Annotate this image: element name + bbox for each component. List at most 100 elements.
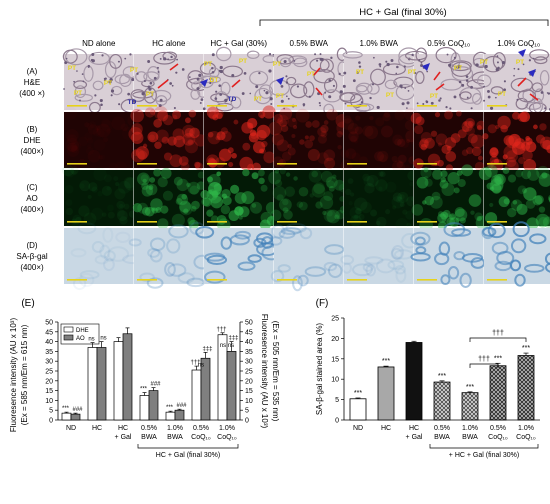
f-bracket-label-2: †††	[492, 330, 504, 337]
micrograph-grid: (A) H&E (400 ×) (B) DHE (400×) (C) AO (400×) (D) S…	[16, 46, 550, 292]
f-ytick-3: 15	[331, 356, 339, 363]
row-mag-3: (400×)	[20, 263, 44, 272]
e-subannotation-5: ns	[198, 362, 204, 368]
e-ytick-left-3: 15	[45, 388, 53, 395]
e-ytick-right-2: 10	[245, 398, 253, 405]
row-letter-2: (C)	[26, 183, 37, 192]
micrograph-ao-3	[268, 168, 348, 226]
row-letter-3: (D)	[26, 241, 37, 250]
micrograph-sagal-0	[64, 222, 144, 291]
he-label-7: PT	[239, 58, 247, 65]
e-legend-label-dhe: DHE	[76, 328, 89, 334]
row-mag-1: (400×)	[20, 147, 44, 156]
column-label-2: HC + Gal (30%)	[210, 39, 267, 48]
e-annotation-1-0: ###	[72, 407, 83, 413]
row-letter-0: (A)	[27, 67, 38, 76]
micrograph-sagal-2	[195, 226, 282, 284]
e-ytick-left-7: 35	[45, 349, 53, 356]
e-bar-dhe-5	[191, 369, 202, 421]
row-letter-1: (B)	[27, 125, 38, 134]
e-xtick-4-a: 1.0%	[167, 425, 183, 432]
e-ytick-left-6: 30	[45, 359, 53, 366]
e-xtick-2-a: HC	[118, 425, 128, 432]
f-group-bracket	[429, 444, 539, 449]
panel-letter-e: (E)	[21, 298, 34, 309]
e-bar-ao-0	[70, 413, 81, 421]
he-label-18: PT	[430, 93, 438, 100]
f-bar-0	[349, 398, 367, 421]
f-xtick-5-a: 0.5%	[490, 425, 506, 432]
e-ytick-right-8: 40	[245, 339, 253, 346]
e-ytick-right-0: 0	[245, 418, 249, 425]
e-bar-dhe-0	[61, 412, 72, 421]
micrograph-ao-4	[344, 170, 418, 231]
panel-letter-f: (F)	[316, 298, 329, 309]
e-annotation-0-0: ***	[62, 406, 70, 412]
e-xtick-5-a: 0.5%	[193, 425, 209, 432]
micrograph-dhe-2	[204, 105, 276, 172]
micrograph-he-3	[268, 47, 348, 116]
micrograph-ao-5	[411, 164, 490, 232]
e-bar-ao-6	[226, 351, 237, 421]
micrograph-dhe-0	[64, 112, 134, 168]
he-label-14: PT	[356, 69, 364, 76]
e-annotation-0-5: †††	[190, 360, 200, 366]
column-label-5: 0.5% CoQ₁₀	[427, 39, 470, 48]
e-bar-ao-1	[96, 347, 107, 421]
column-label-6: 1.0% CoQ₁₀	[497, 39, 540, 48]
e-bar-dhe-1	[87, 347, 98, 421]
he-label-2: PT	[74, 90, 82, 97]
e-group-label: HC + Gal (final 30%)	[156, 452, 220, 459]
column-label-1: HC alone	[152, 39, 186, 48]
he-arrow-5	[433, 71, 441, 81]
micrograph-sagal-3	[269, 222, 345, 292]
f-ylabel: SA-β-gal stained area (%)	[315, 323, 324, 416]
micrograph-ao-0	[62, 164, 138, 229]
f-bracket-2	[469, 337, 527, 342]
f-group-label: + HC + Gal (final 30%)	[449, 452, 519, 459]
e-ylabel-line1: Fluoresence intensity (AU x 10³)	[9, 318, 18, 433]
e-xtick-0: ND	[66, 425, 76, 432]
f-xtick-1: HC	[381, 425, 391, 432]
he-label-5: TD	[128, 99, 137, 106]
e-subannotation-6: ns ns	[220, 343, 234, 349]
e-xtick-6-a: 1.0%	[219, 425, 235, 432]
e-xtick-5-b: CoQ₁₀	[191, 434, 211, 441]
e-bar-ao-3	[148, 390, 159, 421]
e-ytick-left-1: 5	[49, 408, 53, 415]
group-label: HC + Gal (final 30%)	[359, 7, 446, 18]
e-ytick-right-4: 20	[245, 378, 253, 385]
he-arrow-3	[313, 67, 321, 76]
e-annotation-1-1: ns	[100, 336, 106, 342]
f-bracket-1	[469, 363, 499, 368]
column-label-3: 0.5% BWA	[290, 39, 329, 48]
e-xtick-4-b: BWA	[167, 434, 183, 441]
e-ytick-left-9: 45	[45, 329, 53, 336]
e-annotation-0-4: ***	[166, 405, 174, 411]
he-arrowhead-1	[276, 77, 284, 85]
e-ytick-left-5: 25	[45, 369, 53, 376]
f-xtick-2-b: + Gal	[406, 434, 423, 441]
he-label-0: PT	[68, 65, 76, 72]
micrograph-ao-6	[478, 164, 550, 230]
e-ytick-right-10: 50	[245, 320, 253, 327]
he-label-15: PT	[386, 92, 394, 99]
f-ytick-4: 20	[331, 336, 339, 343]
micrograph-sagal-6	[481, 221, 550, 287]
e-ytick-left-0: 0	[49, 418, 53, 425]
f-xtick-4-a: 1.0%	[462, 425, 478, 432]
f-bar-1	[377, 366, 395, 421]
e-ytick-right-9: 45	[245, 329, 253, 336]
e-ytick-right-7: 35	[245, 349, 253, 356]
f-xtick-6-b: CoQ₁₀	[516, 434, 536, 441]
e-ytick-right-3: 15	[245, 388, 253, 395]
row-name-0: H&E	[24, 78, 40, 87]
f-annotation-5: ***	[494, 355, 502, 362]
micrograph-sagal-4	[340, 228, 419, 284]
e-bar-ao-2	[122, 333, 133, 421]
micrograph-he-5	[405, 46, 495, 110]
e-bar-dhe-3	[139, 395, 150, 421]
micrograph-dhe-3	[268, 107, 350, 169]
e-bar-dhe-2	[113, 341, 124, 421]
